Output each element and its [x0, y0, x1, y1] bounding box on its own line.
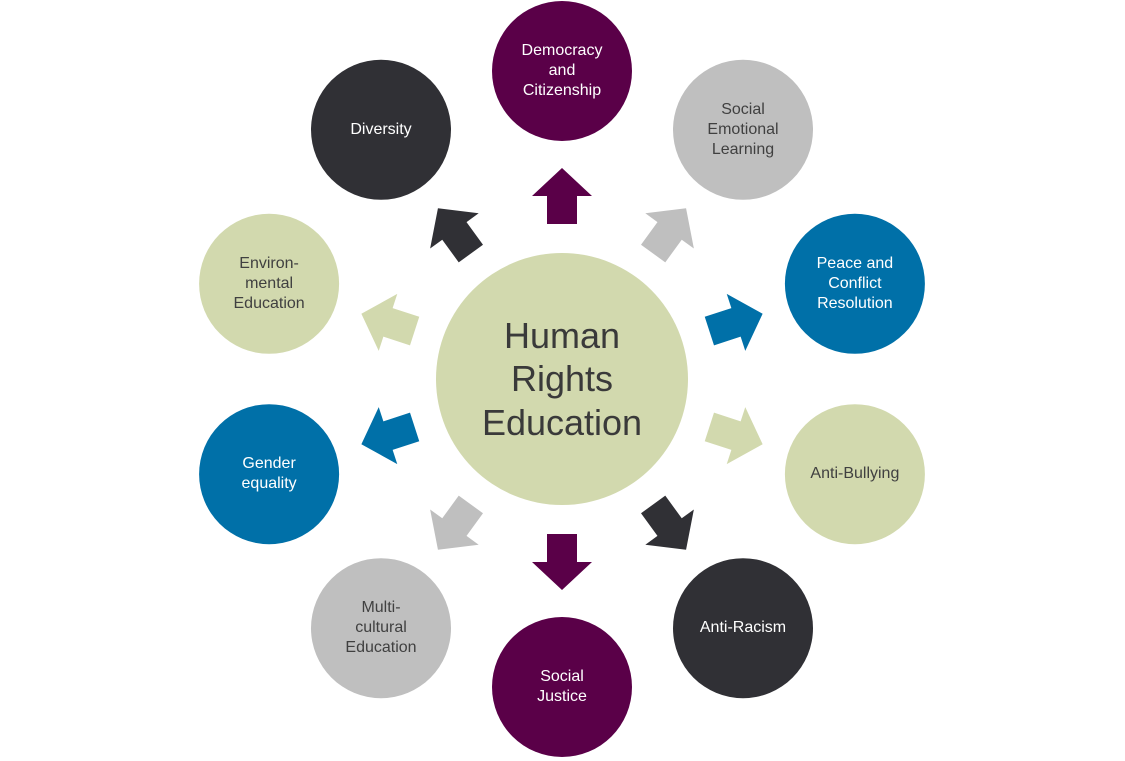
arrow-anti-bullying: [704, 407, 763, 465]
topic-circle-diversity: [311, 59, 451, 200]
arrow-peace: [704, 293, 763, 351]
arrows-layer: [361, 168, 763, 590]
arrow-multicultural: [430, 495, 483, 550]
topic-circle-social-emotional: [673, 59, 813, 200]
arrow-democracy: [532, 168, 592, 224]
arrow-gender: [361, 407, 420, 465]
topic-circle-anti-bullying: [784, 404, 925, 545]
topic-circle-gender: [199, 404, 340, 545]
arrow-environmental: [361, 293, 420, 351]
arrow-diversity: [430, 208, 483, 263]
topic-circle-multicultural: [311, 558, 451, 699]
circles-layer: [199, 1, 925, 757]
topic-circle-peace: [784, 213, 925, 354]
topic-circle-social-justice: [492, 617, 632, 757]
center-circle: [436, 253, 688, 505]
arrow-social-justice: [532, 534, 592, 590]
topic-circle-anti-racism: [673, 558, 813, 699]
topic-circle-environmental: [199, 213, 340, 354]
topic-circle-democracy: [492, 1, 632, 141]
arrow-social-emotional: [641, 208, 694, 263]
arrow-anti-racism: [641, 495, 694, 550]
